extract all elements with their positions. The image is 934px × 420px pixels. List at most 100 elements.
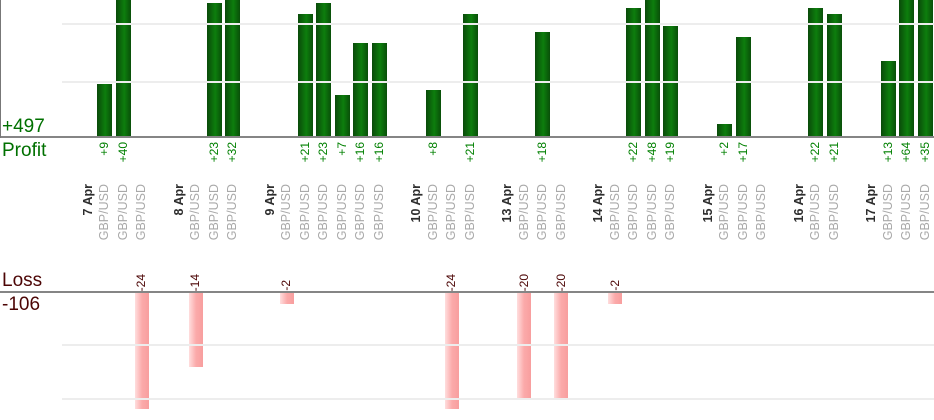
symbol-label: GBP/USD — [607, 184, 622, 241]
profit-value-cell: +2 — [716, 142, 735, 184]
profit-bar-cell — [133, 0, 152, 136]
date-spacer — [242, 252, 278, 291]
symbol-cell: GBP/USD — [916, 184, 934, 252]
symbol-label: GBP/USD — [644, 184, 659, 241]
symbol-cell: GBP/USD — [133, 184, 152, 252]
symbol-label: GBP/USD — [316, 184, 331, 241]
profit-value-label: +18 — [535, 142, 550, 163]
loss-value-label: -24 — [444, 273, 459, 291]
loss-value-cell: -24 — [443, 252, 462, 291]
loss-bar-cell — [753, 293, 772, 409]
profit-value-cell: +23 — [205, 142, 224, 184]
symbol-label: GBP/USD — [899, 184, 914, 241]
date-spacer — [389, 0, 425, 136]
symbol-cell: GBP/USD — [734, 184, 753, 252]
date-spacer — [60, 0, 96, 136]
loss-value-cell: -24 — [133, 252, 152, 291]
date-spacer — [242, 293, 278, 409]
loss-value-cell — [96, 252, 115, 291]
category-labels-band: 7 Apr GBP/USD GBP/USD GBP/USD 8 Apr GBP/USD GB… — [0, 184, 934, 252]
symbol-cell: GBP/USD — [278, 184, 297, 252]
profit-axis-label: Profit — [2, 140, 47, 161]
date-spacer — [60, 142, 96, 184]
date-label-cell: 9 Apr — [242, 184, 278, 252]
symbol-cell: GBP/USD — [807, 184, 826, 252]
symbol-cell: GBP/USD — [716, 184, 735, 252]
profit-bar-cell — [625, 0, 644, 136]
date-spacer — [680, 293, 716, 409]
date-label: 7 Apr — [80, 184, 95, 216]
profit-value-cell — [606, 142, 625, 184]
loss-value-cell — [716, 252, 735, 291]
loss-value-cell — [461, 252, 480, 291]
symbol-label: GBP/USD — [97, 184, 112, 241]
symbol-cell: GBP/USD — [898, 184, 917, 252]
profit-bar — [425, 89, 441, 136]
loss-bar-cell — [424, 293, 443, 409]
profit-bar-cell — [643, 0, 662, 136]
loss-value-label: -2 — [279, 280, 294, 291]
profit-bar-cell — [552, 0, 571, 136]
loss-bar-cell — [534, 293, 553, 409]
profit-bar-cell — [825, 0, 844, 136]
loss-bar-cell — [443, 293, 462, 409]
date-label-cell: 8 Apr — [151, 184, 187, 252]
loss-bar-cell — [643, 293, 662, 409]
profit-bar-cell — [205, 0, 224, 136]
loss-value-cell — [625, 252, 644, 291]
date-spacer — [389, 142, 425, 184]
symbol-cell: GBP/USD — [879, 184, 898, 252]
loss-value-cell — [205, 252, 224, 291]
profit-bar — [826, 14, 842, 136]
loss-value-cell — [807, 252, 826, 291]
profit-bar — [206, 2, 222, 136]
date-spacer — [151, 252, 187, 291]
loss-value-cell: -14 — [187, 252, 206, 291]
symbol-cell: GBP/USD — [315, 184, 334, 252]
profit-value-label: +2 — [717, 142, 732, 156]
profit-bar-cell — [333, 0, 352, 136]
profit-bar — [735, 37, 751, 136]
date-spacer — [242, 142, 278, 184]
symbol-cell: GBP/USD — [552, 184, 571, 252]
loss-value-label: -20 — [553, 273, 568, 291]
date-spacer — [480, 252, 516, 291]
symbol-label: GBP/USD — [353, 184, 368, 241]
profit-value-cell — [552, 142, 571, 184]
loss-gridline-20 — [62, 398, 934, 400]
symbol-cell: GBP/USD — [296, 184, 315, 252]
profit-bar — [371, 43, 387, 136]
date-spacer — [771, 142, 807, 184]
profit-bar — [225, 0, 241, 136]
loss-bar-cell — [734, 293, 753, 409]
profit-value-cell: +21 — [461, 142, 480, 184]
profit-value-label: +17 — [735, 142, 750, 163]
date-spacer — [844, 252, 880, 291]
date-label-cell: 14 Apr — [571, 184, 607, 252]
loss-value-cell: -20 — [515, 252, 534, 291]
date-spacer — [771, 252, 807, 291]
date-label: 13 Apr — [500, 184, 514, 223]
profit-bar — [462, 14, 478, 136]
loss-value-cell — [296, 252, 315, 291]
symbol-label: GBP/USD — [462, 184, 477, 241]
profit-value-cell: +7 — [333, 142, 352, 184]
profit-bar-cell — [807, 0, 826, 136]
date-spacer — [571, 0, 607, 136]
profit-value-label: +21 — [462, 142, 477, 163]
date-spacer — [480, 142, 516, 184]
loss-bar — [279, 293, 294, 304]
loss-value-cell — [753, 252, 772, 291]
date-spacer — [480, 0, 516, 136]
symbol-label: GBP/USD — [663, 184, 678, 241]
loss-bar — [188, 293, 203, 368]
profit-value-cell — [443, 142, 462, 184]
date-spacer — [151, 293, 187, 409]
profit-bar-cell — [315, 0, 334, 136]
loss-value-cell — [352, 252, 371, 291]
profit-value-cell: +9 — [96, 142, 115, 184]
loss-bar — [554, 293, 569, 399]
loss-value-labels-band: -24 -14 -2 -24 -20 -20 -2 — [0, 252, 934, 291]
profit-bar — [663, 25, 679, 136]
